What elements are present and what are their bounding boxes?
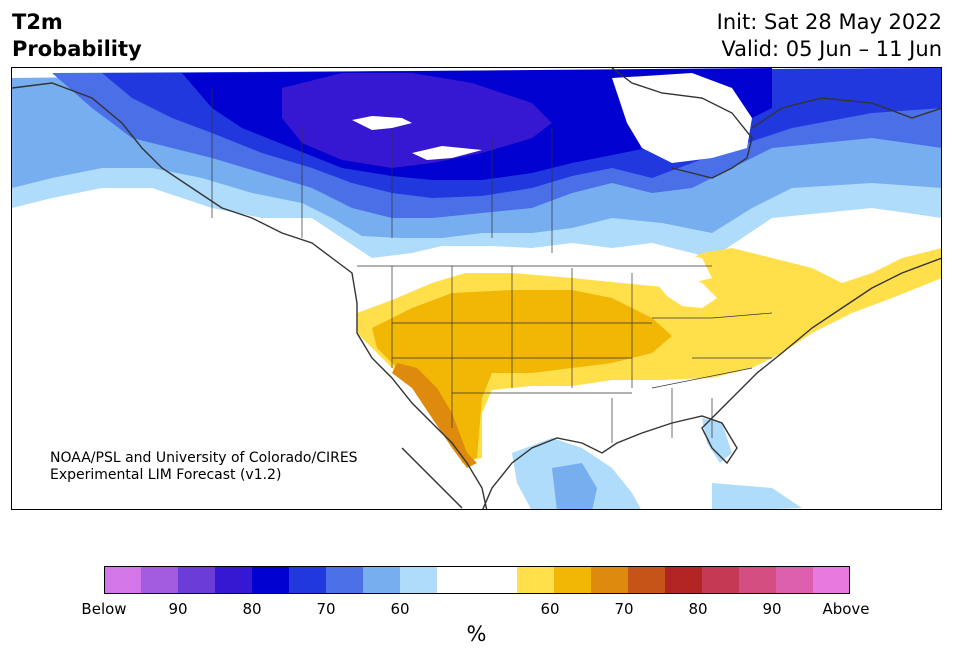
below-60-florida [702,418,732,463]
valid-date: Valid: 05 Jun – 11 Jun [721,37,942,61]
above-65-zone [372,290,672,463]
colorbar-below-segment [141,566,179,594]
below-65-gulf [552,463,597,509]
colorbar-above-segment [776,566,814,594]
colorbar-tick-label: 70 [316,600,336,618]
colorbar [104,566,850,594]
colorbar-tick-label: 90 [168,600,188,618]
colorbar-tick-label: 80 [242,600,262,618]
colorbar-below-segment [400,566,438,594]
init-date: Init: Sat 28 May 2022 [716,10,942,34]
colorbar-below-segment [215,566,253,594]
credit-line-2: Experimental LIM Forecast (v1.2) [50,467,282,483]
below-60-caribbean [712,483,802,509]
great-lakes [652,273,717,308]
probability-title: Probability [12,37,142,61]
colorbar-above-segment [591,566,629,594]
colorbar-tick-label: 70 [614,600,634,618]
colorbar-tick-label: 60 [540,600,560,618]
arctic-lake-1 [352,116,412,130]
colorbar-above-segment [739,566,777,594]
colorbar-unit-label: % [466,622,487,646]
arctic-lake-2 [412,146,482,160]
colorbar-tick-label: 80 [688,600,708,618]
variable-title: T2m [12,10,63,34]
map-canvas [12,68,941,509]
colorbar-below-segment [363,566,401,594]
colorbar-below-segment [326,566,364,594]
colorbar-below-segment [104,566,142,594]
colorbar-above-segment [702,566,740,594]
colorbar-above-segment [517,566,555,594]
neutral-canada-prairie [342,248,712,293]
above-70-zone [392,363,477,468]
colorbar-above-segment [628,566,666,594]
colorbar-ticks: Below 90 80 70 60 60 70 80 90 Above [0,600,953,620]
forecast-credit: NOAA/PSL and University of Colorado/CIRE… [50,450,358,484]
colorbar-border [104,566,850,594]
colorbar-tick-label: 60 [390,600,410,618]
colorbar-above-segment [813,566,850,594]
colorbar-below-segment [252,566,290,594]
colorbar-above-segment [554,566,592,594]
colorbar-below-segment [178,566,216,594]
colorbar-below-segment [289,566,327,594]
neutral-southeast [532,373,752,443]
credit-line-1: NOAA/PSL and University of Colorado/CIRE… [50,450,358,466]
map-title: T2m Probability [12,9,142,63]
colorbar-tick-label: Below [81,600,127,618]
state-borders [211,88,773,443]
colorbar-neutral-segment [437,566,517,594]
colorbar-tick-label: Above [822,600,870,618]
coastlines [12,68,941,509]
forecast-map: NOAA/PSL and University of Colorado/CIRE… [11,67,942,510]
forecast-dates: Init: Sat 28 May 2022 Valid: 05 Jun – 11… [717,9,942,63]
hudson-bay [612,73,752,163]
below-85-zone [282,73,552,168]
colorbar-tick-label: 90 [762,600,782,618]
colorbar-above-segment [665,566,703,594]
